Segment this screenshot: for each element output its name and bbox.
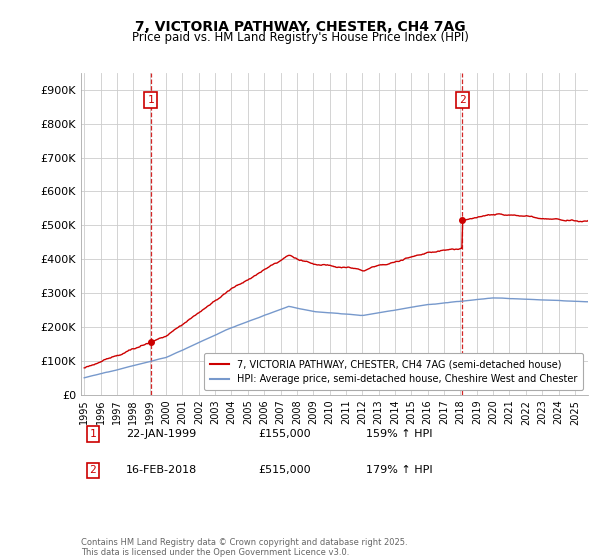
Legend: 7, VICTORIA PATHWAY, CHESTER, CH4 7AG (semi-detached house), HPI: Average price,: 7, VICTORIA PATHWAY, CHESTER, CH4 7AG (s… xyxy=(204,353,583,390)
Text: 2: 2 xyxy=(459,95,466,105)
Text: 2: 2 xyxy=(89,465,97,475)
Text: 159% ↑ HPI: 159% ↑ HPI xyxy=(366,429,433,439)
Text: 22-JAN-1999: 22-JAN-1999 xyxy=(126,429,196,439)
Text: 179% ↑ HPI: 179% ↑ HPI xyxy=(366,465,433,475)
Text: Price paid vs. HM Land Registry's House Price Index (HPI): Price paid vs. HM Land Registry's House … xyxy=(131,31,469,44)
Text: Contains HM Land Registry data © Crown copyright and database right 2025.
This d: Contains HM Land Registry data © Crown c… xyxy=(81,538,407,557)
Text: £515,000: £515,000 xyxy=(258,465,311,475)
Text: £155,000: £155,000 xyxy=(258,429,311,439)
Text: 1: 1 xyxy=(147,95,154,105)
Text: 7, VICTORIA PATHWAY, CHESTER, CH4 7AG: 7, VICTORIA PATHWAY, CHESTER, CH4 7AG xyxy=(134,20,466,34)
Text: 1: 1 xyxy=(89,429,97,439)
Text: 16-FEB-2018: 16-FEB-2018 xyxy=(126,465,197,475)
